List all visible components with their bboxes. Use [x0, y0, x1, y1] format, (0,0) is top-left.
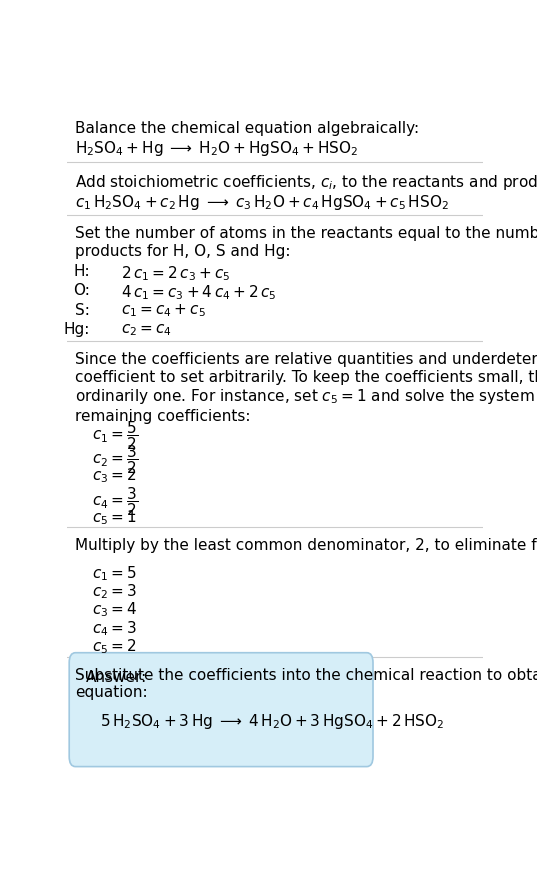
Text: $c_3 = 4$: $c_3 = 4$	[92, 600, 137, 619]
Text: Since the coefficients are relative quantities and underdetermined, choose a
coe: Since the coefficients are relative quan…	[75, 352, 537, 423]
Text: $\mathrm{H_2SO_4 + Hg \;\longrightarrow\; H_2O + HgSO_4 + HSO_2}$: $\mathrm{H_2SO_4 + Hg \;\longrightarrow\…	[75, 139, 359, 158]
Text: $c_2 = 3$: $c_2 = 3$	[92, 582, 137, 600]
Text: S:: S:	[75, 302, 90, 317]
Text: $c_1 = \dfrac{5}{2}$: $c_1 = \dfrac{5}{2}$	[92, 419, 138, 452]
Text: $c_1 = c_4 + c_5$: $c_1 = c_4 + c_5$	[121, 302, 206, 319]
Text: Substitute the coefficients into the chemical reaction to obtain the balanced
eq: Substitute the coefficients into the che…	[75, 667, 537, 700]
Text: Balance the chemical equation algebraically:: Balance the chemical equation algebraica…	[75, 121, 419, 136]
Text: $c_2 = c_4$: $c_2 = c_4$	[121, 322, 172, 337]
Text: $2\,c_1 = 2\,c_3 + c_5$: $2\,c_1 = 2\,c_3 + c_5$	[121, 263, 230, 282]
Text: $5\,\mathrm{H_2SO_4} + 3\,\mathrm{Hg} \;\longrightarrow\; 4\,\mathrm{H_2O} + 3\,: $5\,\mathrm{H_2SO_4} + 3\,\mathrm{Hg} \;…	[100, 712, 445, 731]
Text: $c_3 = 2$: $c_3 = 2$	[92, 466, 136, 484]
Text: $c_5 = 1$: $c_5 = 1$	[92, 507, 137, 527]
Text: O:: O:	[73, 283, 90, 298]
FancyBboxPatch shape	[69, 653, 373, 766]
Text: Answer:: Answer:	[86, 670, 147, 685]
Text: $c_5 = 2$: $c_5 = 2$	[92, 636, 136, 655]
Text: $4\,c_1 = c_3 + 4\,c_4 + 2\,c_5$: $4\,c_1 = c_3 + 4\,c_4 + 2\,c_5$	[121, 283, 277, 302]
Text: H:: H:	[74, 263, 90, 279]
Text: $c_2 = \dfrac{3}{2}$: $c_2 = \dfrac{3}{2}$	[92, 443, 138, 475]
Text: $c_4 = 3$: $c_4 = 3$	[92, 618, 137, 637]
Text: Multiply by the least common denominator, 2, to eliminate fractional coefficient: Multiply by the least common denominator…	[75, 537, 537, 552]
Text: $c_1 = 5$: $c_1 = 5$	[92, 564, 137, 582]
Text: $c_4 = \dfrac{3}{2}$: $c_4 = \dfrac{3}{2}$	[92, 484, 138, 517]
Text: $c_1\,\mathrm{H_2SO_4} + c_2\,\mathrm{Hg} \;\longrightarrow\; c_3\,\mathrm{H_2O}: $c_1\,\mathrm{H_2SO_4} + c_2\,\mathrm{Hg…	[75, 193, 449, 211]
Text: Add stoichiometric coefficients, $c_i$, to the reactants and products:: Add stoichiometric coefficients, $c_i$, …	[75, 173, 537, 191]
Text: Hg:: Hg:	[64, 322, 90, 336]
Text: Set the number of atoms in the reactants equal to the number of atoms in the
pro: Set the number of atoms in the reactants…	[75, 226, 537, 258]
